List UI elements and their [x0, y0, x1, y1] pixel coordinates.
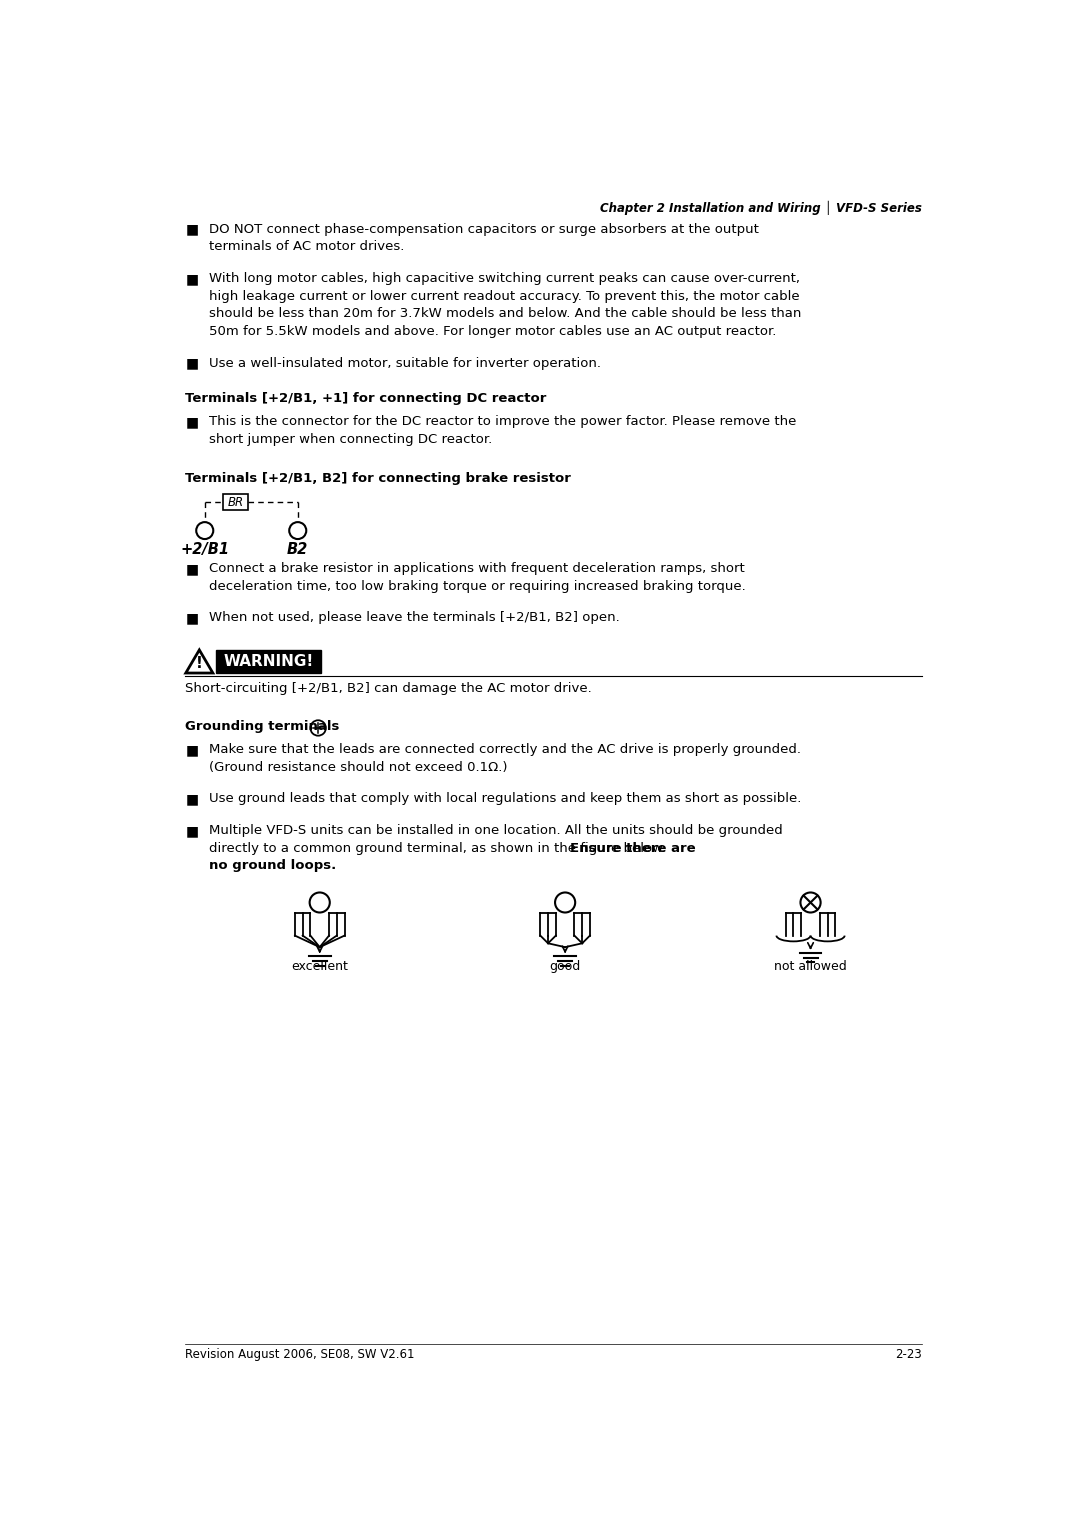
Text: Make sure that the leads are connected correctly and the AC drive is properly gr: Make sure that the leads are connected c…: [208, 742, 800, 756]
Text: ■: ■: [186, 824, 199, 838]
Text: no ground loops.: no ground loops.: [208, 859, 336, 873]
Text: ■: ■: [186, 793, 199, 807]
Text: ■: ■: [186, 356, 199, 371]
Text: Chapter 2 Installation and Wiring │ VFD-S Series: Chapter 2 Installation and Wiring │ VFD-…: [599, 201, 921, 215]
Text: ■: ■: [186, 272, 199, 285]
Text: 50m for 5.5kW models and above. For longer motor cables use an AC output reactor: 50m for 5.5kW models and above. For long…: [208, 325, 777, 337]
Text: directly to a common ground terminal, as shown in the figure below.: directly to a common ground terminal, as…: [208, 842, 670, 854]
Text: +2/B1: +2/B1: [180, 542, 229, 557]
Text: short jumper when connecting DC reactor.: short jumper when connecting DC reactor.: [208, 433, 491, 446]
Text: deceleration time, too low braking torque or requiring increased braking torque.: deceleration time, too low braking torqu…: [208, 580, 745, 592]
Text: WARNING!: WARNING!: [224, 653, 314, 669]
Text: Grounding terminals: Grounding terminals: [186, 719, 349, 733]
Text: Use a well-insulated motor, suitable for inverter operation.: Use a well-insulated motor, suitable for…: [208, 356, 600, 370]
Text: !: !: [195, 657, 203, 672]
Text: should be less than 20m for 3.7kW models and below. And the cable should be less: should be less than 20m for 3.7kW models…: [208, 307, 801, 321]
Text: terminals of AC motor drives.: terminals of AC motor drives.: [208, 241, 404, 253]
Text: Multiple VFD-S units can be installed in one location. All the units should be g: Multiple VFD-S units can be installed in…: [208, 824, 782, 838]
Bar: [224, 494, 248, 509]
Text: B2: B2: [287, 542, 309, 557]
Text: ■: ■: [186, 561, 199, 577]
Text: Revision August 2006, SE08, SW V2.61: Revision August 2006, SE08, SW V2.61: [186, 1348, 415, 1361]
Bar: [216, 650, 321, 673]
Text: Use ground leads that comply with local regulations and keep them as short as po: Use ground leads that comply with local …: [208, 793, 801, 805]
Text: Terminals [+2/B1, B2] for connecting brake resistor: Terminals [+2/B1, B2] for connecting bra…: [186, 472, 571, 485]
Text: BR: BR: [228, 495, 244, 509]
Text: 2-23: 2-23: [895, 1348, 921, 1361]
Text: This is the connector for the DC reactor to improve the power factor. Please rem: This is the connector for the DC reactor…: [208, 416, 796, 428]
Text: Terminals [+2/B1, +1] for connecting DC reactor: Terminals [+2/B1, +1] for connecting DC …: [186, 393, 546, 405]
Text: Ensure there are: Ensure there are: [569, 842, 696, 854]
Text: good: good: [550, 960, 581, 973]
Text: ■: ■: [186, 222, 199, 236]
Text: DO NOT connect phase-compensation capacitors or surge absorbers at the output: DO NOT connect phase-compensation capaci…: [208, 222, 758, 236]
Text: Short-circuiting [+2/B1, B2] can damage the AC motor drive.: Short-circuiting [+2/B1, B2] can damage …: [186, 683, 592, 695]
Text: ■: ■: [186, 612, 199, 626]
Text: With long motor cables, high capacitive switching current peaks can cause over-c: With long motor cables, high capacitive …: [208, 272, 799, 285]
Text: excellent: excellent: [292, 960, 348, 973]
Text: (Ground resistance should not exceed 0.1Ω.): (Ground resistance should not exceed 0.1…: [208, 761, 508, 773]
Text: not allowed: not allowed: [774, 960, 847, 973]
Text: high leakage current or lower current readout accuracy. To prevent this, the mot: high leakage current or lower current re…: [208, 290, 799, 302]
Text: ■: ■: [186, 742, 199, 758]
Text: When not used, please leave the terminals [+2/B1, B2] open.: When not used, please leave the terminal…: [208, 612, 619, 624]
Text: ■: ■: [186, 416, 199, 430]
Text: Connect a brake resistor in applications with frequent deceleration ramps, short: Connect a brake resistor in applications…: [208, 561, 744, 575]
